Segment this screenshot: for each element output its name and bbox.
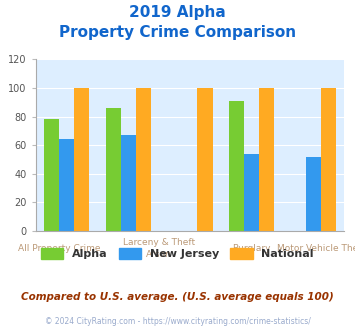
Text: Arson: Arson xyxy=(146,250,172,259)
Legend: Alpha, New Jersey, National: Alpha, New Jersey, National xyxy=(37,244,318,263)
Bar xyxy=(197,88,213,231)
Bar xyxy=(121,135,136,231)
Bar xyxy=(259,88,274,231)
Text: Compared to U.S. average. (U.S. average equals 100): Compared to U.S. average. (U.S. average … xyxy=(21,292,334,302)
Text: © 2024 CityRating.com - https://www.cityrating.com/crime-statistics/: © 2024 CityRating.com - https://www.city… xyxy=(45,317,310,326)
Text: Larceny & Theft: Larceny & Theft xyxy=(123,238,195,247)
Bar xyxy=(136,88,151,231)
Bar xyxy=(244,154,259,231)
Bar xyxy=(105,108,121,231)
Bar xyxy=(74,88,89,231)
Text: All Property Crime: All Property Crime xyxy=(18,244,100,253)
Bar xyxy=(321,88,336,231)
Text: Property Crime Comparison: Property Crime Comparison xyxy=(59,25,296,40)
Text: Burglary: Burglary xyxy=(233,244,271,253)
Bar xyxy=(44,119,59,231)
Bar xyxy=(229,101,244,231)
Text: Motor Vehicle Theft: Motor Vehicle Theft xyxy=(277,244,355,253)
Bar xyxy=(59,140,74,231)
Text: 2019 Alpha: 2019 Alpha xyxy=(129,5,226,20)
Bar xyxy=(306,157,321,231)
